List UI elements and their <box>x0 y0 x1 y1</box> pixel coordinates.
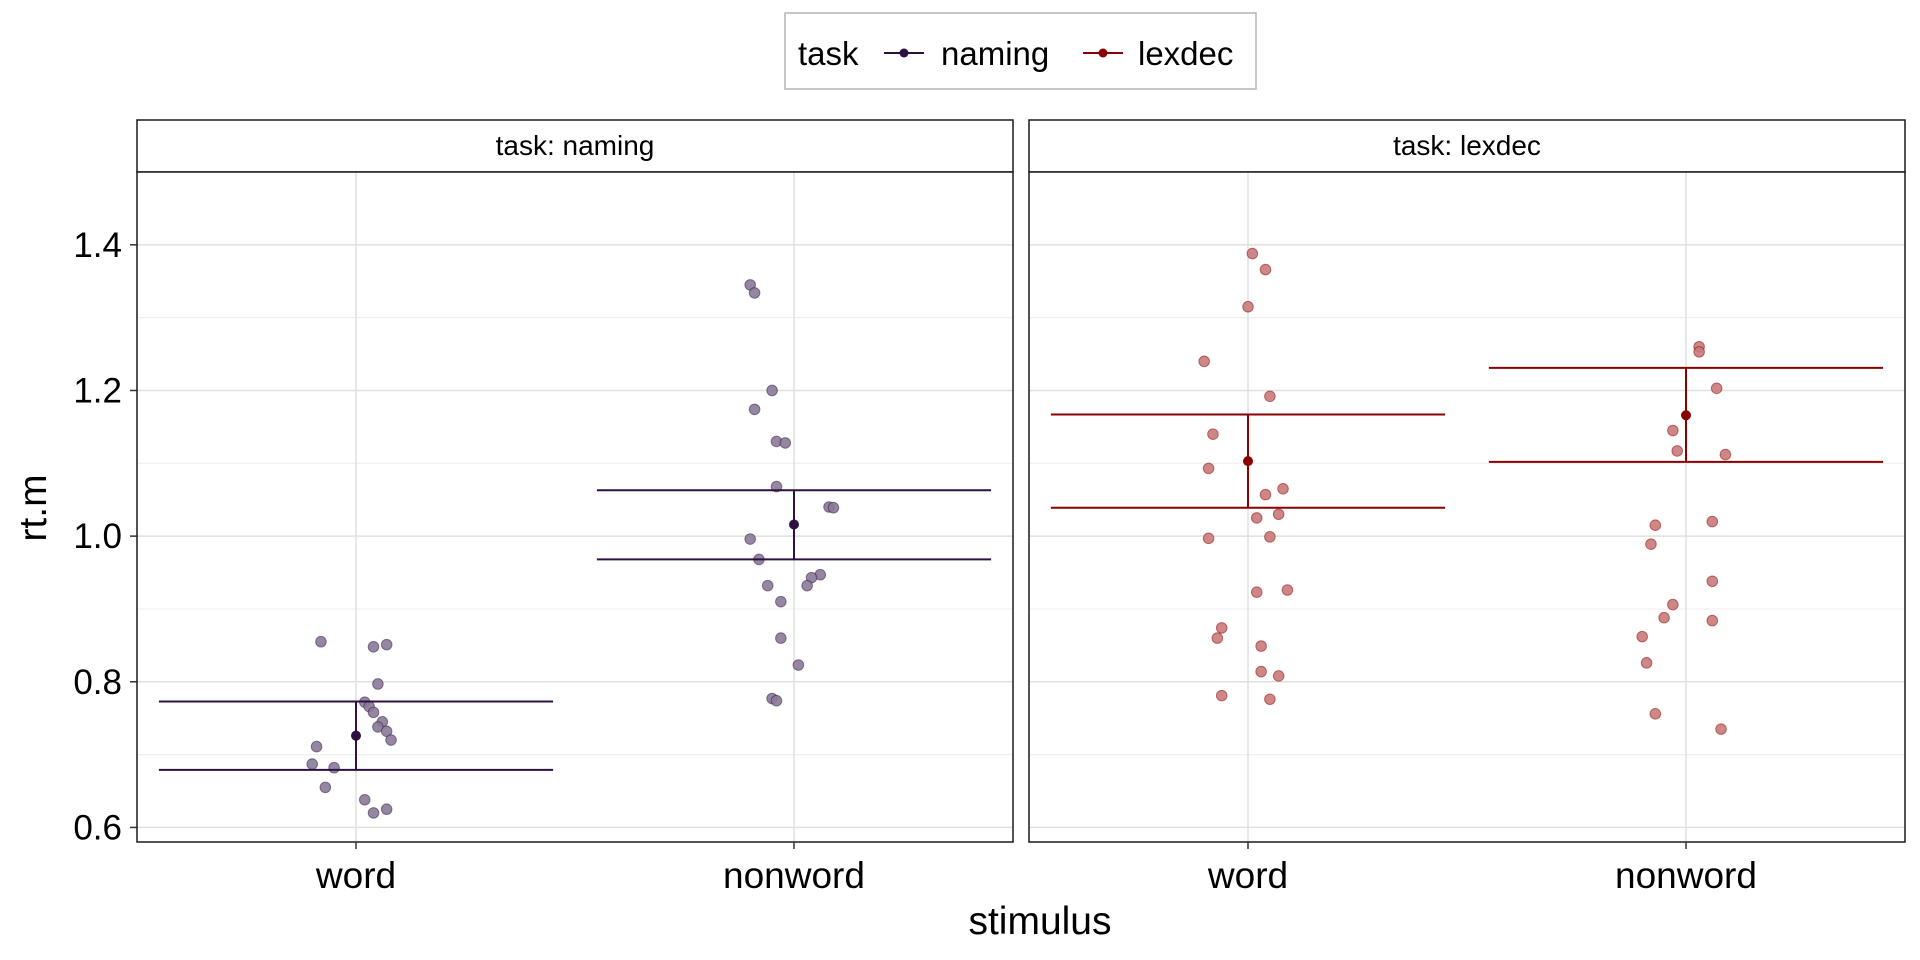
x-tick-label-naming-word: word <box>315 855 396 896</box>
legend-label-lexdec: lexdec <box>1138 35 1233 72</box>
data-point-lexdec-word-20 <box>1215 689 1228 702</box>
data-point-lexdec-nonword-6 <box>1649 519 1662 532</box>
data-point-naming-word-12 <box>306 758 319 770</box>
legend-key-lexdec-point <box>1098 48 1108 58</box>
data-point-lexdec-nonword-15 <box>1649 708 1662 720</box>
data-point-lexdec-word-17 <box>1255 640 1267 652</box>
legend-title: task <box>798 35 859 72</box>
data-point-lexdec-word-8 <box>1259 488 1272 501</box>
panel-border-naming <box>136 171 1014 843</box>
data-point-naming-nonword-14 <box>801 579 813 592</box>
data-point-lexdec-nonword-8 <box>1645 538 1657 550</box>
data-point-lexdec-nonword-4 <box>1719 448 1732 461</box>
data-point-lexdec-word-7 <box>1277 482 1289 495</box>
data-point-lexdec-word-0 <box>1246 247 1259 260</box>
x-axis-title: stimulus <box>968 900 1111 943</box>
data-point-naming-word-2 <box>380 638 393 651</box>
data-point-lexdec-word-13 <box>1250 586 1263 599</box>
legend-entry-lexdec: lexdec <box>1083 35 1233 72</box>
x-tick-label-lexdec-nonword: nonword <box>1615 855 1757 896</box>
legend: task naming lexdec <box>784 12 1257 90</box>
y-tick-label-0: 0.6 <box>73 808 122 847</box>
legend-entry-naming: naming <box>884 35 1049 72</box>
data-point-naming-word-6 <box>367 706 380 719</box>
data-point-lexdec-word-21 <box>1264 693 1276 706</box>
data-point-lexdec-word-14 <box>1281 584 1294 596</box>
data-point-naming-word-10 <box>385 734 397 746</box>
data-point-naming-nonword-9 <box>744 533 757 545</box>
legend-key-naming-point <box>899 48 909 58</box>
mean-point-lexdec-nonword <box>1681 410 1691 421</box>
mean-point-lexdec-word <box>1243 456 1253 467</box>
data-point-naming-word-3 <box>372 678 384 690</box>
data-point-naming-word-16 <box>380 803 393 816</box>
data-point-naming-nonword-15 <box>775 595 787 608</box>
data-point-lexdec-word-6 <box>1202 462 1215 475</box>
panel-lexdec: task: lexdec word nonword <box>1028 119 1906 896</box>
data-point-naming-nonword-8 <box>827 501 840 514</box>
data-point-naming-nonword-1 <box>748 287 761 299</box>
y-tick-label-1: 0.8 <box>73 663 122 702</box>
data-point-lexdec-word-5 <box>1207 428 1219 440</box>
data-point-lexdec-nonword-1 <box>1693 346 1705 358</box>
data-point-lexdec-word-4 <box>1264 390 1276 403</box>
y-tick-label-3: 1.2 <box>73 371 122 410</box>
data-point-naming-word-11 <box>310 740 323 753</box>
legend-box <box>784 12 1257 90</box>
data-point-lexdec-word-12 <box>1202 532 1215 545</box>
panel-naming: task: naming word nonword <box>136 119 1014 896</box>
data-point-lexdec-word-11 <box>1264 531 1276 543</box>
data-point-lexdec-word-18 <box>1255 665 1267 678</box>
data-point-naming-nonword-3 <box>748 403 761 416</box>
x-tick-label-lexdec-word: word <box>1207 855 1288 896</box>
data-point-naming-nonword-17 <box>792 659 805 671</box>
data-point-lexdec-word-2 <box>1242 300 1254 313</box>
data-point-naming-nonword-13 <box>761 579 774 592</box>
data-point-lexdec-nonword-5 <box>1671 445 1684 457</box>
legend-label-naming: naming <box>941 35 1049 72</box>
data-point-lexdec-word-19 <box>1272 670 1285 682</box>
data-point-lexdec-nonword-7 <box>1706 515 1719 528</box>
data-point-lexdec-nonword-11 <box>1658 611 1670 624</box>
x-tick-label-naming-nonword: nonword <box>723 855 865 896</box>
data-point-lexdec-nonword-13 <box>1636 630 1648 643</box>
data-point-naming-nonword-5 <box>779 437 792 449</box>
y-tick-label-4: 1.4 <box>73 226 122 265</box>
mean-point-naming-nonword <box>789 519 799 530</box>
y-axis: 0.6 0.8 1.0 1.2 1.4 <box>73 226 137 847</box>
data-point-naming-nonword-16 <box>775 632 787 644</box>
panel-background-naming <box>137 172 1013 842</box>
data-point-lexdec-nonword-12 <box>1706 614 1719 627</box>
y-axis-title: rt.m <box>12 474 55 541</box>
mean-point-naming-word <box>351 730 361 741</box>
y-tick-label-2: 1.0 <box>73 517 122 556</box>
data-point-naming-word-14 <box>319 781 332 794</box>
data-point-lexdec-word-3 <box>1198 355 1210 368</box>
data-point-naming-word-15 <box>358 793 371 806</box>
data-point-lexdec-word-9 <box>1272 508 1285 521</box>
data-point-lexdec-nonword-14 <box>1640 657 1653 669</box>
data-point-lexdec-nonword-3 <box>1667 424 1679 437</box>
strip-label-naming: task: naming <box>496 130 655 161</box>
strip-box-lexdec <box>1028 119 1906 173</box>
data-point-lexdec-nonword-16 <box>1715 723 1727 735</box>
data-point-lexdec-nonword-9 <box>1706 575 1719 588</box>
data-point-lexdec-word-16 <box>1211 632 1224 644</box>
strip-box-naming <box>136 119 1014 173</box>
data-point-naming-word-17 <box>367 807 380 819</box>
data-point-naming-nonword-2 <box>766 384 778 397</box>
panel-border-lexdec <box>1028 171 1906 843</box>
data-point-lexdec-nonword-2 <box>1710 382 1723 395</box>
data-point-lexdec-word-15 <box>1215 622 1228 634</box>
strip-label-lexdec: task: lexdec <box>1393 130 1541 161</box>
data-point-naming-word-0 <box>315 635 327 648</box>
data-point-lexdec-word-1 <box>1259 263 1272 276</box>
data-point-lexdec-nonword-10 <box>1667 598 1679 611</box>
data-point-naming-nonword-19 <box>770 694 783 707</box>
data-point-lexdec-word-10 <box>1250 512 1263 524</box>
data-point-naming-word-1 <box>367 641 380 653</box>
data-point-naming-word-13 <box>328 761 340 774</box>
